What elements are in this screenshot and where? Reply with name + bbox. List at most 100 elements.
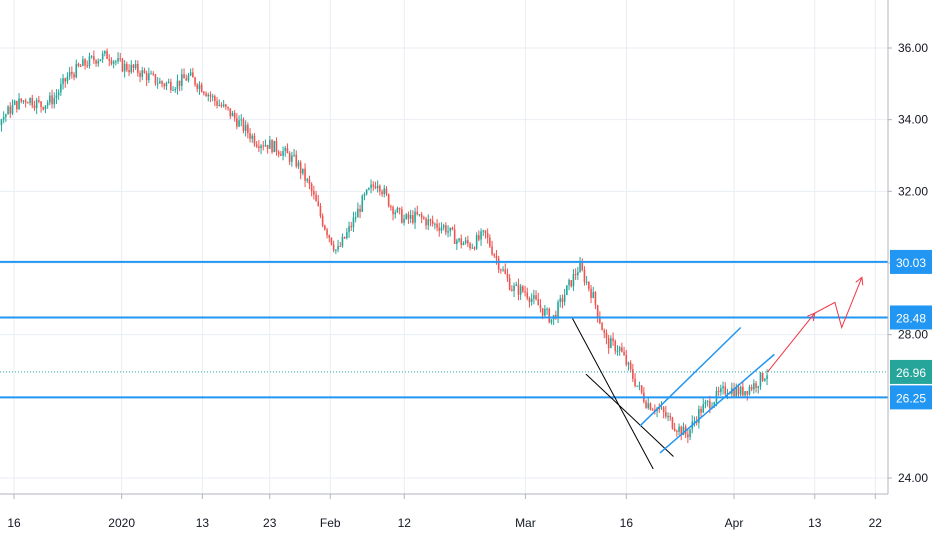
candle	[62, 74, 64, 90]
candle	[610, 335, 612, 348]
y-tick-label: 36.00	[898, 41, 928, 55]
candle	[456, 239, 458, 250]
candle-body	[460, 239, 462, 245]
candle	[361, 194, 363, 212]
candle	[12, 99, 14, 115]
candle-body	[672, 418, 674, 429]
candle	[82, 56, 84, 66]
drawings-layer	[0, 262, 888, 469]
candle-body	[64, 78, 66, 81]
candle	[381, 189, 383, 196]
candle-body	[357, 209, 359, 218]
candle-body	[588, 282, 590, 289]
candle	[694, 417, 696, 427]
candle	[190, 69, 192, 77]
candle-body	[471, 248, 473, 249]
candle-body	[91, 56, 93, 57]
candle-body	[744, 391, 746, 395]
candle-body	[359, 209, 361, 212]
candle-body	[80, 66, 82, 67]
candle	[115, 60, 117, 66]
candle-body	[317, 201, 319, 206]
ascending-channel-line[interactable]	[640, 328, 741, 427]
candle-body	[141, 70, 143, 77]
candle-body	[597, 305, 599, 317]
candle	[529, 296, 531, 307]
candle	[181, 69, 183, 91]
candle	[533, 290, 535, 305]
candle	[359, 205, 361, 218]
candle-body	[47, 103, 49, 106]
candle	[5, 114, 7, 122]
candle	[210, 91, 212, 102]
descending-channel-line[interactable]	[586, 374, 673, 456]
candle	[20, 98, 22, 103]
candle-body	[104, 51, 106, 54]
candle	[27, 101, 29, 103]
candle	[760, 372, 762, 390]
candle-body	[159, 81, 161, 83]
candle	[482, 230, 484, 236]
candle	[562, 294, 564, 308]
candle-body	[256, 144, 258, 146]
ascending-channel-line[interactable]	[660, 354, 774, 453]
price-level-badge-text: 30.03	[896, 256, 926, 270]
candle-body	[190, 72, 192, 75]
candle-body	[520, 286, 522, 294]
candle	[744, 391, 746, 396]
candle	[51, 90, 53, 109]
candle-body	[502, 270, 504, 271]
candle	[650, 402, 652, 410]
candle-body	[287, 148, 289, 153]
candle-body	[397, 208, 399, 212]
candle	[243, 117, 245, 133]
candle	[531, 293, 533, 305]
candle	[117, 52, 119, 64]
x-tick-label: 2020	[108, 516, 135, 530]
candle	[342, 234, 344, 248]
candle-body	[291, 156, 293, 162]
candle	[441, 222, 443, 233]
candle-body	[412, 215, 414, 223]
candle-body	[306, 179, 308, 180]
candle-body	[496, 256, 498, 259]
candle	[493, 253, 495, 258]
candle	[192, 68, 194, 78]
candle-body	[498, 258, 500, 269]
candle	[742, 381, 744, 398]
candle	[36, 98, 38, 114]
candle-body	[115, 61, 117, 62]
candle-body	[29, 98, 31, 103]
candle-body	[504, 270, 506, 274]
candle-body	[236, 118, 238, 126]
candle	[751, 384, 753, 391]
candle	[573, 269, 575, 291]
candle-body	[163, 84, 165, 86]
candle	[608, 335, 610, 354]
candle	[93, 50, 95, 63]
candle	[518, 279, 520, 301]
candle	[707, 400, 709, 407]
candle-body	[364, 194, 366, 196]
candle	[394, 210, 396, 219]
candle	[434, 223, 436, 230]
candle	[595, 291, 597, 309]
candle-body	[265, 145, 267, 146]
candle	[67, 72, 69, 84]
candle-body	[20, 98, 22, 101]
candle	[674, 423, 676, 432]
candle-body	[751, 387, 753, 389]
candle-body	[168, 82, 170, 83]
price-level-badge: 26.25	[890, 385, 932, 409]
candle	[654, 404, 656, 414]
candle-body	[722, 386, 724, 388]
candle-body	[216, 101, 218, 106]
candle	[700, 406, 702, 417]
candle	[130, 60, 132, 74]
candle	[401, 206, 403, 223]
candle-body	[207, 95, 209, 96]
candle-body	[60, 84, 62, 92]
candle-body	[740, 387, 742, 395]
candle	[636, 386, 638, 387]
